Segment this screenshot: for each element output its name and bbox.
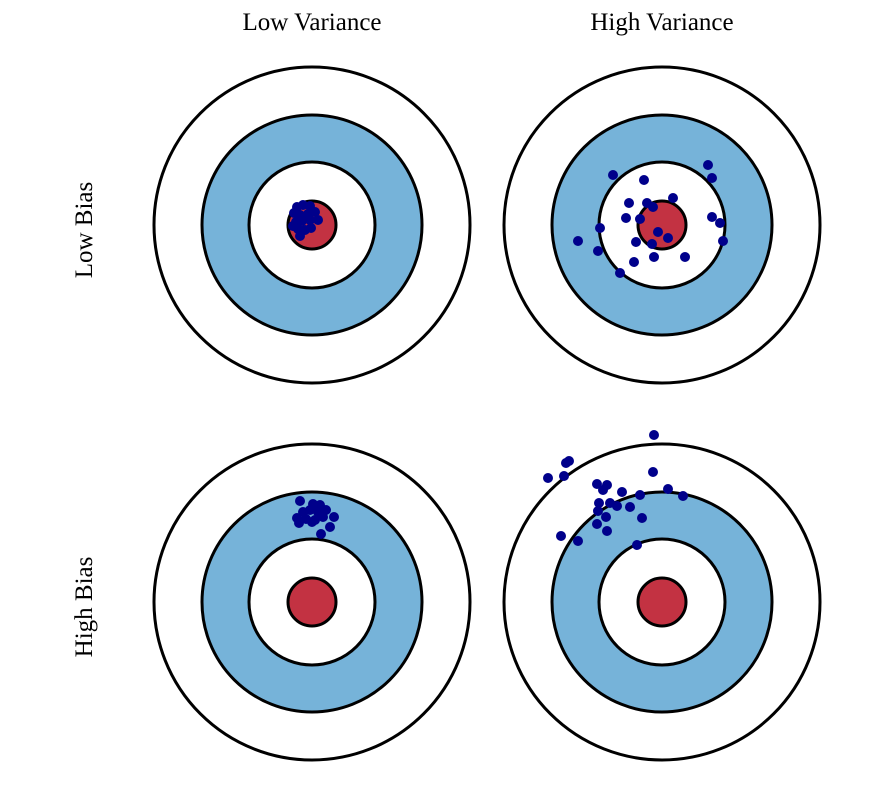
- dot: [325, 522, 335, 532]
- dot: [632, 540, 642, 550]
- dot: [648, 467, 658, 477]
- dot: [648, 202, 658, 212]
- dot: [649, 252, 659, 262]
- dot: [625, 502, 635, 512]
- dot: [663, 233, 673, 243]
- dot: [594, 498, 604, 508]
- dot: [707, 212, 717, 222]
- dot: [295, 496, 305, 506]
- dot: [612, 501, 622, 511]
- dot: [595, 223, 605, 233]
- target-ring: [636, 199, 688, 251]
- dot: [653, 227, 663, 237]
- dot: [631, 237, 641, 247]
- dots-high-bias-high-variance: [543, 430, 688, 550]
- dot: [316, 529, 326, 539]
- dot: [306, 223, 316, 233]
- dots-low-bias-low-variance: [288, 200, 323, 241]
- dot: [615, 268, 625, 278]
- dot: [668, 193, 678, 203]
- dot: [635, 490, 645, 500]
- dot: [649, 430, 659, 440]
- dots-high-bias-low-variance: [292, 496, 339, 539]
- dot: [592, 519, 602, 529]
- column-label: Low Variance: [242, 9, 381, 36]
- dot: [295, 231, 305, 241]
- dot: [573, 236, 583, 246]
- column-label: High Variance: [590, 9, 733, 36]
- dot: [637, 513, 647, 523]
- dot: [543, 473, 553, 483]
- dot: [598, 485, 608, 495]
- dot: [703, 160, 713, 170]
- dot: [629, 257, 639, 267]
- dot: [593, 246, 603, 256]
- dot: [647, 239, 657, 249]
- dot: [310, 207, 320, 217]
- dot: [635, 214, 645, 224]
- dot: [601, 512, 611, 522]
- dot: [305, 505, 315, 515]
- target-ring: [636, 576, 688, 628]
- dot: [617, 487, 627, 497]
- dot: [294, 518, 304, 528]
- dot: [313, 215, 323, 225]
- dot: [573, 536, 583, 546]
- row-label: Low Bias: [71, 182, 98, 279]
- dot: [624, 198, 634, 208]
- row-label: High Bias: [71, 557, 98, 658]
- dot: [318, 512, 328, 522]
- dot: [593, 506, 603, 516]
- targets: [152, 65, 822, 762]
- dot: [602, 526, 612, 536]
- dot: [288, 221, 298, 231]
- dot: [621, 213, 631, 223]
- dots-low-bias-high-variance: [573, 160, 728, 278]
- dot: [707, 173, 717, 183]
- dot: [718, 236, 728, 246]
- dot: [561, 458, 571, 468]
- dot: [678, 491, 688, 501]
- dot: [715, 218, 725, 228]
- dot: [329, 512, 339, 522]
- dot: [556, 531, 566, 541]
- dot: [608, 170, 618, 180]
- dot: [680, 252, 690, 262]
- dot: [639, 175, 649, 185]
- dot: [663, 484, 673, 494]
- dot: [559, 471, 569, 481]
- dot: [297, 216, 307, 226]
- target-ring: [286, 576, 338, 628]
- dot: [307, 517, 317, 527]
- dot: [305, 215, 315, 225]
